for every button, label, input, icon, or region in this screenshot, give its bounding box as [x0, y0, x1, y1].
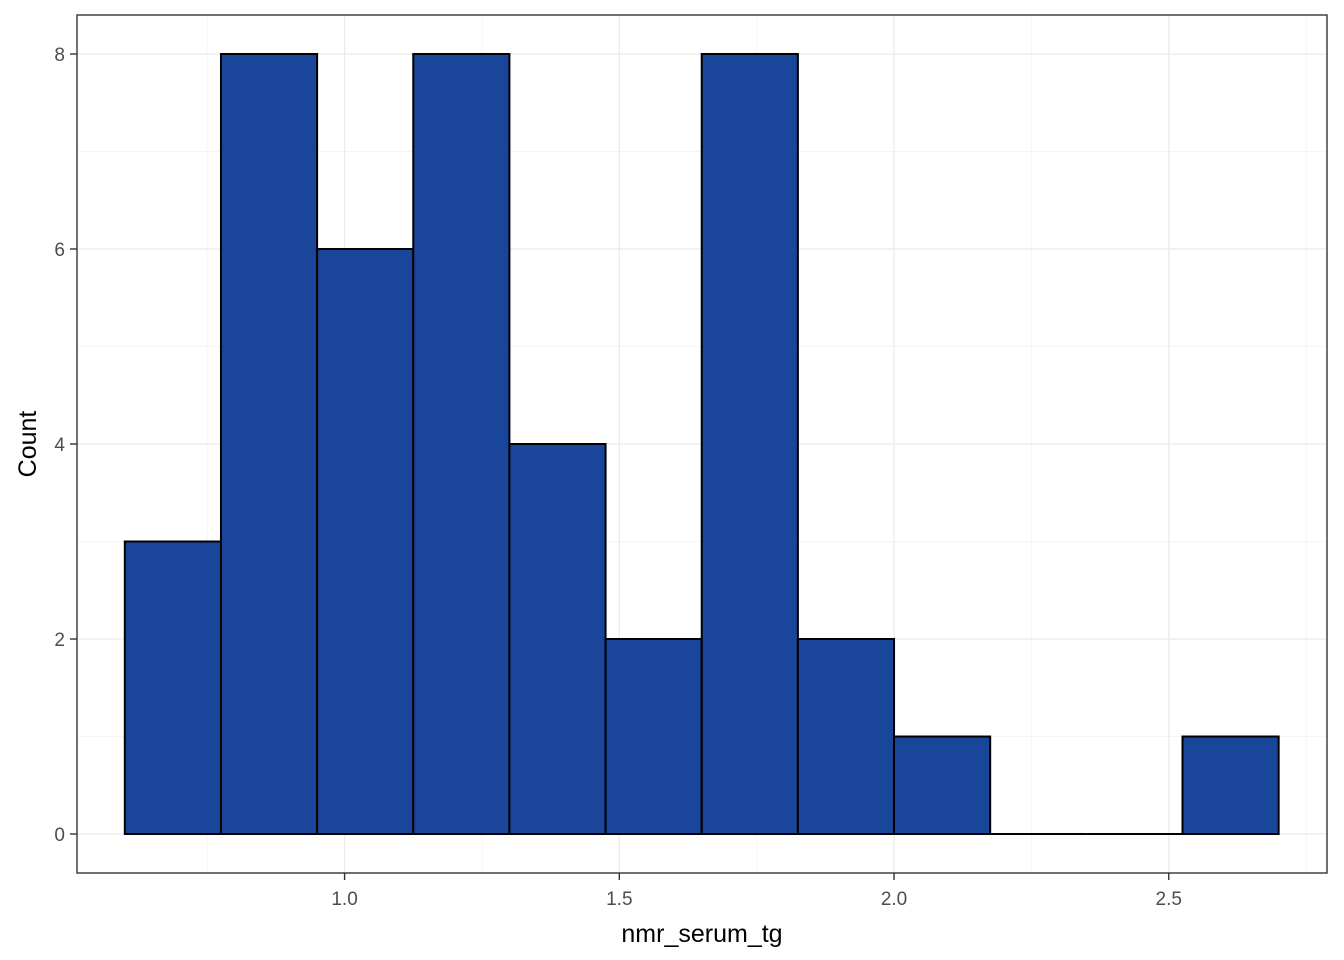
x-tick-label: 2.0 — [881, 889, 907, 910]
x-tick-label: 1.0 — [331, 889, 357, 910]
histogram-bar-1 — [123, 540, 222, 835]
histogram-bar-2 — [219, 53, 319, 835]
histogram-bars — [123, 53, 1280, 835]
y-tick-label: 4 — [54, 435, 65, 456]
y-tick-label: 0 — [54, 825, 65, 846]
x-axis-title: nmr_serum_tg — [621, 920, 782, 948]
x-tick-label: 1.5 — [606, 889, 632, 910]
y-tick-label: 6 — [54, 240, 65, 261]
y-axis-ticks: 0 2 4 6 8 — [54, 45, 77, 846]
histogram-bar-3 — [316, 248, 415, 835]
histogram-bar-8 — [796, 638, 896, 835]
histogram-bar-4 — [412, 53, 511, 835]
histogram-bar-9 — [893, 735, 992, 835]
histogram-bar-7 — [700, 53, 799, 835]
x-axis-ticks: 1.0 1.5 2.0 2.5 — [331, 873, 1182, 910]
histogram-bar-5 — [508, 443, 607, 835]
y-tick-label: 8 — [54, 45, 65, 66]
histogram-bar-12 — [1181, 735, 1280, 835]
y-tick-label: 2 — [54, 630, 65, 651]
x-tick-label: 2.5 — [1156, 889, 1182, 910]
y-axis-title: Count — [14, 411, 42, 478]
histogram-bar-6 — [604, 638, 703, 835]
